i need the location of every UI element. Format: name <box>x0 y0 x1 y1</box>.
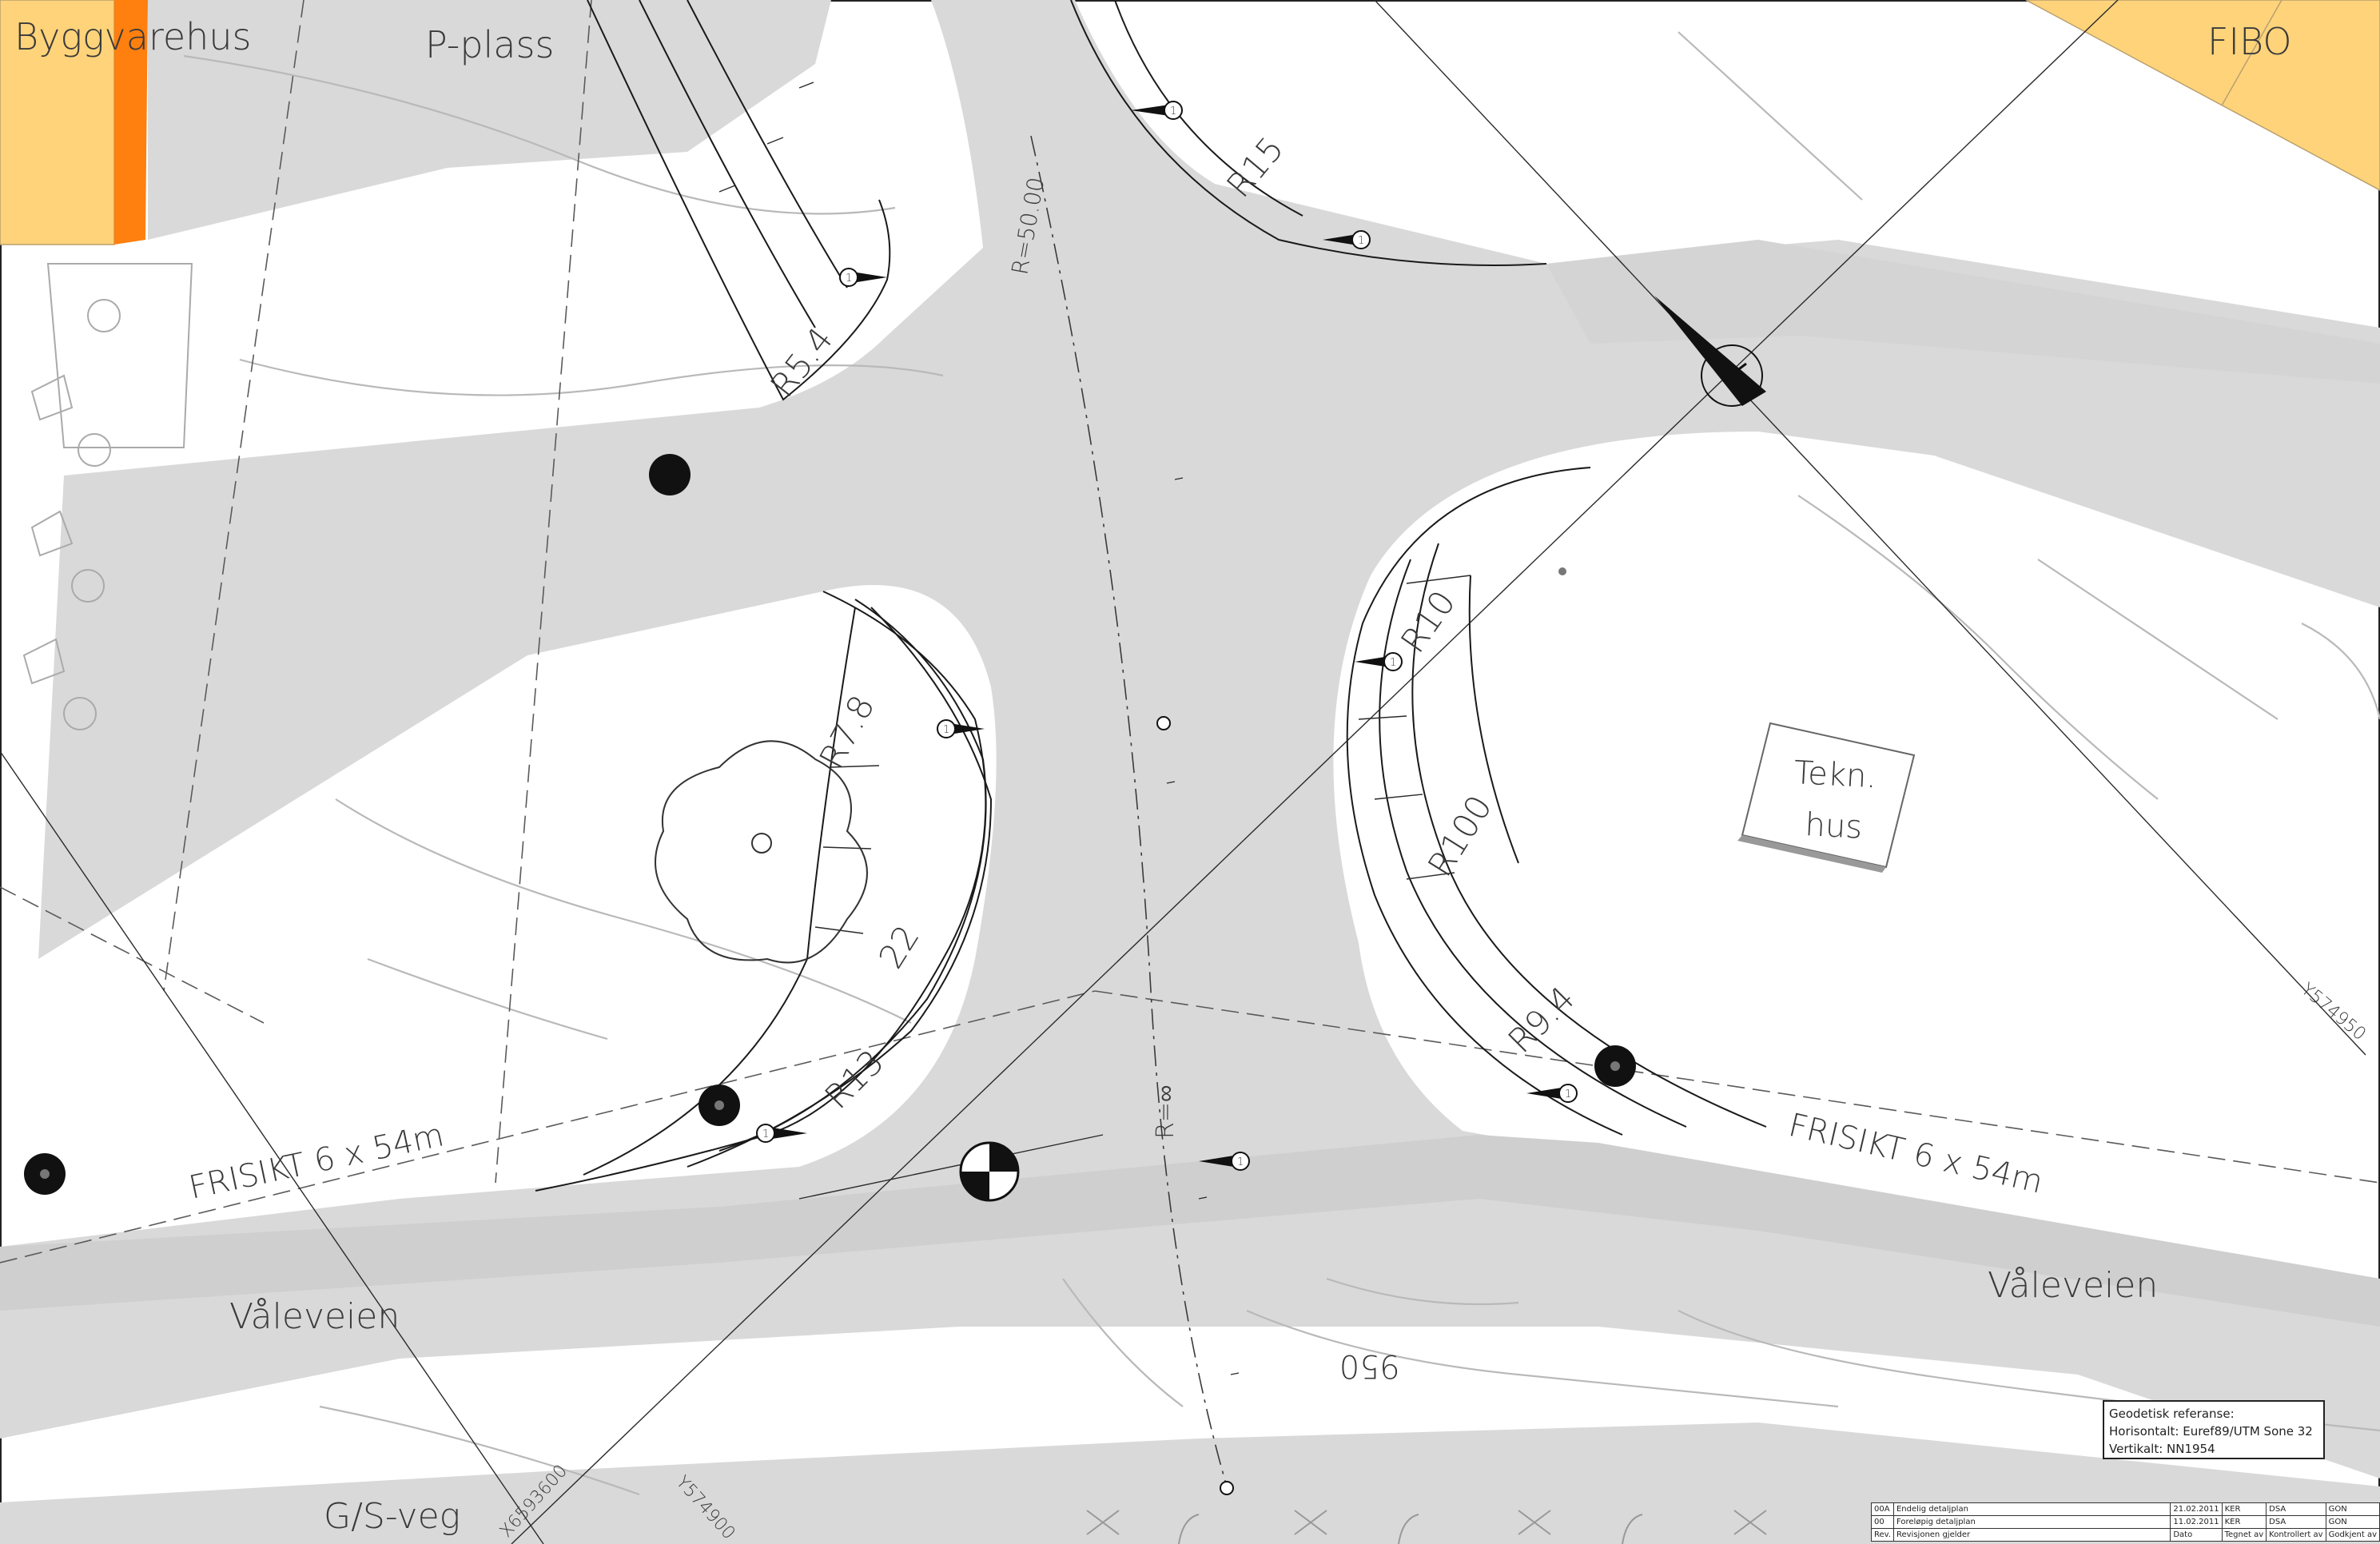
section-marker-icon: 1 <box>1199 1152 1250 1171</box>
label-vaaleveien-right: Våleveien <box>1988 1265 2158 1306</box>
rev-drawn-cell: KER <box>2221 1515 2267 1529</box>
property-lines <box>0 0 2380 1487</box>
label-gs-veg: G/S-veg <box>324 1496 460 1537</box>
header-rev: Rev. <box>1871 1528 1894 1542</box>
rev-checked-cell: DSA <box>2266 1515 2326 1529</box>
rev-description-cell: Endelig detaljplan <box>1892 1502 2171 1516</box>
building-byggvarehus-edge <box>114 0 148 245</box>
header-checked: Kontrollert av <box>2266 1528 2326 1542</box>
svg-text:1: 1 <box>1170 105 1176 117</box>
label-vaaleveien-left: Våleveien <box>229 1296 400 1337</box>
rev-drawn-cell: KER <box>2221 1502 2267 1516</box>
rev-checked-cell: DSA <box>2266 1502 2326 1516</box>
rev-approved-cell: GON <box>2325 1502 2380 1516</box>
left-structures <box>22 263 193 730</box>
pole-icons <box>24 454 1636 1195</box>
bottom-symbols <box>1086 1510 1767 1544</box>
tech-house-label-1: Tekn. <box>1793 754 1877 795</box>
svg-text:1: 1 <box>943 724 949 736</box>
section-marker-icon: 1 <box>937 719 985 738</box>
survey-point-icon <box>959 1141 1020 1202</box>
header-drawn: Tegnet av <box>2221 1528 2267 1542</box>
geodetic-title: Geodetisk referanse: <box>2109 1407 2235 1421</box>
rev-description-cell: Foreløpig detaljplan <box>1892 1515 2171 1529</box>
label-byggvarehus: Byggvarehus <box>14 15 251 58</box>
north-arrow-icon <box>1654 296 1766 407</box>
geodetic-horizontal: Horisontalt: Euref89/UTM Sone 32 <box>2109 1424 2313 1439</box>
svg-text:1: 1 <box>846 273 852 285</box>
section-marker-icon: 1 <box>1526 1084 1578 1103</box>
header-approved: Godkjent av <box>2325 1528 2380 1542</box>
rev-date-cell: 21.02.2011 <box>2170 1502 2223 1516</box>
header-date: Dato <box>2170 1528 2223 1542</box>
svg-text:1: 1 <box>1390 657 1396 669</box>
table-row: 00A Endelig detaljplan 21.02.2011 KER DS… <box>1871 1502 2380 1516</box>
table-header-row: Rev. Revisjonen gjelder Dato Tegnet av K… <box>1871 1528 2380 1542</box>
revision-table: 00A Endelig detaljplan 21.02.2011 KER DS… <box>1871 1502 2380 1542</box>
section-marker-icon: 1 <box>1355 652 1403 671</box>
label-p-plass: P-plass <box>425 23 554 66</box>
tree-icon <box>655 740 868 964</box>
section-marker-icon: 1 <box>1323 230 1371 249</box>
svg-text:1: 1 <box>1358 235 1364 247</box>
section-marker-icon: 1 <box>1131 101 1183 120</box>
svg-text:1: 1 <box>1237 1156 1244 1168</box>
label-contour-950: 950 <box>1339 1347 1400 1384</box>
section-marker-icon: 1 <box>756 1124 807 1143</box>
rev-approved-cell: GON <box>2325 1515 2380 1529</box>
section-marker-icon: 1 <box>839 268 887 287</box>
label-r-inf: R=∞ <box>1152 1085 1180 1139</box>
fibo-divider <box>2221 0 2282 106</box>
table-row: 00 Foreløpig detaljplan 11.02.2011 KER D… <box>1871 1515 2380 1529</box>
rev-date-cell: 11.02.2011 <box>2170 1515 2223 1529</box>
svg-text:1: 1 <box>762 1128 769 1140</box>
geodetic-vertical: Vertikalt: NN1954 <box>2109 1442 2215 1456</box>
header-description: Revisjonen gjelder <box>1892 1528 2171 1542</box>
tech-house-label-2: hus <box>1804 806 1863 846</box>
geodetic-reference-box: Geodetisk referanse: Horisontalt: Euref8… <box>2103 1400 2325 1459</box>
tech-house <box>1737 722 1916 873</box>
building-fibo <box>2025 0 2380 191</box>
pole-icon <box>649 454 691 495</box>
rev-cell: 00 <box>1871 1515 1894 1529</box>
rev-cell: 00A <box>1871 1502 1894 1516</box>
curb-ticks <box>718 82 1471 1375</box>
section-markers: 1 1 1 1 1 1 1 1 <box>756 101 1578 1495</box>
label-fibo: FIBO <box>2207 20 2292 63</box>
svg-text:1: 1 <box>1565 1088 1571 1100</box>
